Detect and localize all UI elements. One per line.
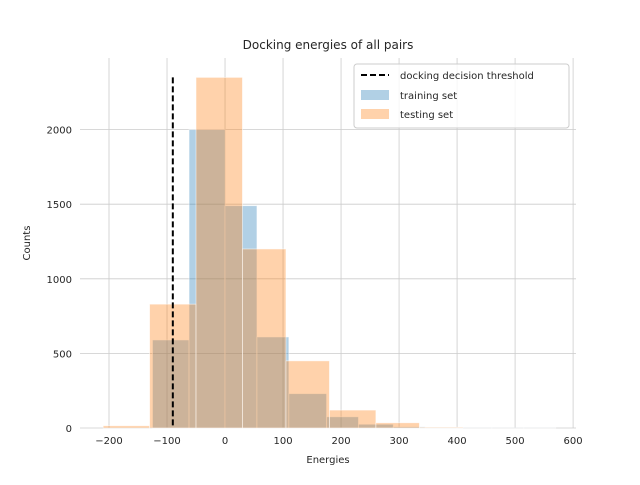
testing-set-bar [286,361,330,428]
y-tick-label: 2000 [47,126,72,137]
x-tick-label: 200 [332,436,351,447]
legend-training-label: training set [400,91,457,102]
x-tick-label: 100 [273,436,292,447]
y-tick-label: 1000 [47,275,72,286]
legend-threshold-label: docking decision threshold [400,71,534,82]
x-tick-label: 600 [564,436,583,447]
testing-set-bar [242,249,286,428]
y-tick-label: 500 [53,349,72,360]
chart-title: Docking energies of all pairs [243,38,414,52]
legend: docking decision threshold training set … [354,64,569,128]
x-tick-label: 400 [448,436,467,447]
x-tick-label: 0 [222,436,228,447]
y-tick-label: 0 [66,424,72,435]
legend-testing-label: testing set [400,110,453,121]
testing-set-bar [376,423,420,428]
testing-set-bar [419,427,463,428]
x-tick-label: 500 [506,436,525,447]
testing-set-bar [329,410,375,428]
x-tick-label: −100 [153,436,180,447]
legend-training-swatch [361,90,389,100]
x-ticks: −200 −100 0 100 200 300 400 500 600 [95,436,582,447]
testing-set-bar [196,77,242,428]
y-tick-label: 1500 [47,200,72,211]
y-axis-label: Counts [22,226,33,261]
x-tick-label: 300 [390,436,409,447]
testing-set-bar [103,426,149,428]
x-tick-label: −200 [95,436,122,447]
legend-testing-swatch [361,109,389,119]
x-axis-label: Energies [306,455,349,466]
